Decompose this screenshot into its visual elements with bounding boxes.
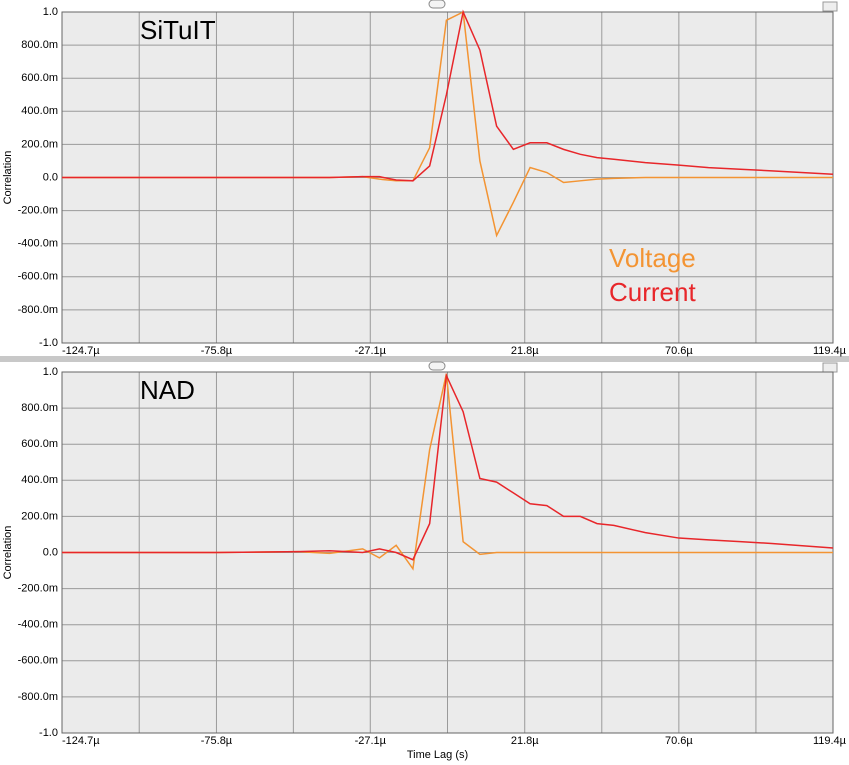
y-tick-label: 0.0 xyxy=(43,171,58,183)
x-tick-label: 70.6µ xyxy=(665,345,693,357)
y-axis-label: Correlation xyxy=(2,526,14,580)
y-tick-label: 400.0m xyxy=(21,474,58,486)
panel-button[interactable] xyxy=(822,1,838,12)
y-tick-label: -600.0m xyxy=(18,271,58,283)
y-tick-label: -800.0m xyxy=(18,304,58,316)
y-tick-label: -800.0m xyxy=(18,691,58,703)
y-tick-label: -200.0m xyxy=(18,205,58,217)
y-tick-label: 800.0m xyxy=(21,39,58,51)
x-tick-label: 119.4µ xyxy=(813,735,847,747)
x-tick-label: -75.8µ xyxy=(201,735,233,747)
data-line xyxy=(62,9,834,182)
y-tick-label: 1.0 xyxy=(43,6,58,18)
scroll-knob[interactable] xyxy=(428,361,446,371)
y-tick-label: 200.0m xyxy=(21,510,58,522)
x-tick-label: 21.8µ xyxy=(511,345,539,357)
x-tick-label: -124.7µ xyxy=(62,345,100,357)
y-tick-label: -600.0m xyxy=(18,655,58,667)
x-tick-label: 21.8µ xyxy=(511,735,539,747)
x-tick-label: 70.6µ xyxy=(665,735,693,747)
y-tick-label: 400.0m xyxy=(21,105,58,117)
y-tick-label: 200.0m xyxy=(21,138,58,150)
y-tick-label: 600.0m xyxy=(21,72,58,84)
scroll-knob[interactable] xyxy=(428,0,446,9)
y-tick-label: 600.0m xyxy=(21,438,58,450)
x-tick-label: -27.1µ xyxy=(355,345,387,357)
y-tick-label: -400.0m xyxy=(18,238,58,250)
legend-entry: Voltage xyxy=(609,243,696,273)
y-tick-label: 800.0m xyxy=(21,402,58,414)
y-tick-label: 1.0 xyxy=(43,366,58,378)
y-tick-label: 0.0 xyxy=(43,546,58,558)
x-tick-label: -75.8µ xyxy=(201,345,233,357)
panel-button[interactable] xyxy=(822,362,838,373)
chart-title: NAD xyxy=(140,375,195,405)
x-tick-label: 119.4µ xyxy=(813,345,847,357)
scroll-handle[interactable] xyxy=(428,0,446,9)
x-tick-label: -27.1µ xyxy=(355,735,387,747)
data-line xyxy=(62,372,834,561)
y-tick-label: -1.0 xyxy=(39,727,58,739)
x-axis-label: Time Lag (s) xyxy=(407,749,468,761)
legend-entry: Current xyxy=(609,277,696,307)
chart-title: SiTuIT xyxy=(140,15,216,45)
y-tick-label: -1.0 xyxy=(39,337,58,349)
x-tick-label: -124.7µ xyxy=(62,735,100,747)
y-tick-label: -200.0m xyxy=(18,583,58,595)
scroll-handle[interactable] xyxy=(428,361,446,371)
y-tick-label: -400.0m xyxy=(18,619,58,631)
panel-separator xyxy=(0,356,849,362)
y-axis-label: Correlation xyxy=(2,151,14,205)
